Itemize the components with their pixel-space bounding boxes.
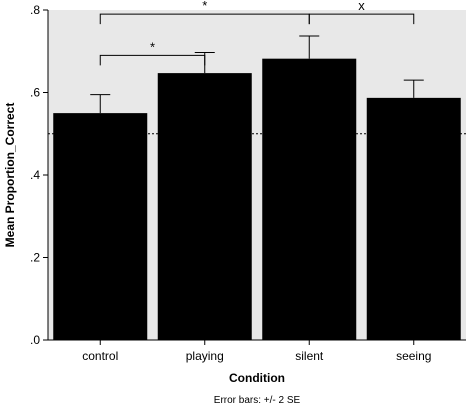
bar-control: [53, 113, 148, 340]
x-axis-title: Condition: [229, 371, 285, 385]
y-tick-label: .8: [30, 3, 40, 17]
y-tick-label: .0: [30, 333, 40, 347]
x-tick-label: playing: [186, 349, 224, 363]
significance-bracket-silent-seeing: [308, 13, 415, 25]
x-tick-label: seeing: [396, 349, 431, 363]
significance-label: *: [202, 0, 207, 13]
bar-seeing: [366, 97, 461, 340]
x-tick-label: silent: [295, 349, 324, 363]
y-tick-label: .6: [30, 86, 40, 100]
bar-silent: [262, 58, 357, 341]
significance-label: *: [150, 39, 155, 54]
significance-bracket-control-playing: [99, 54, 206, 66]
significance-label: x: [358, 0, 365, 13]
y-tick-label: .4: [30, 168, 40, 182]
y-tick-label: .2: [30, 251, 40, 265]
x-tick-label: control: [82, 349, 118, 363]
bar-playing: [157, 73, 252, 341]
y-axis-title: Mean Proportion_Correct: [3, 103, 17, 248]
error-bar-note: Error bars: +/- 2 SE: [214, 395, 301, 406]
